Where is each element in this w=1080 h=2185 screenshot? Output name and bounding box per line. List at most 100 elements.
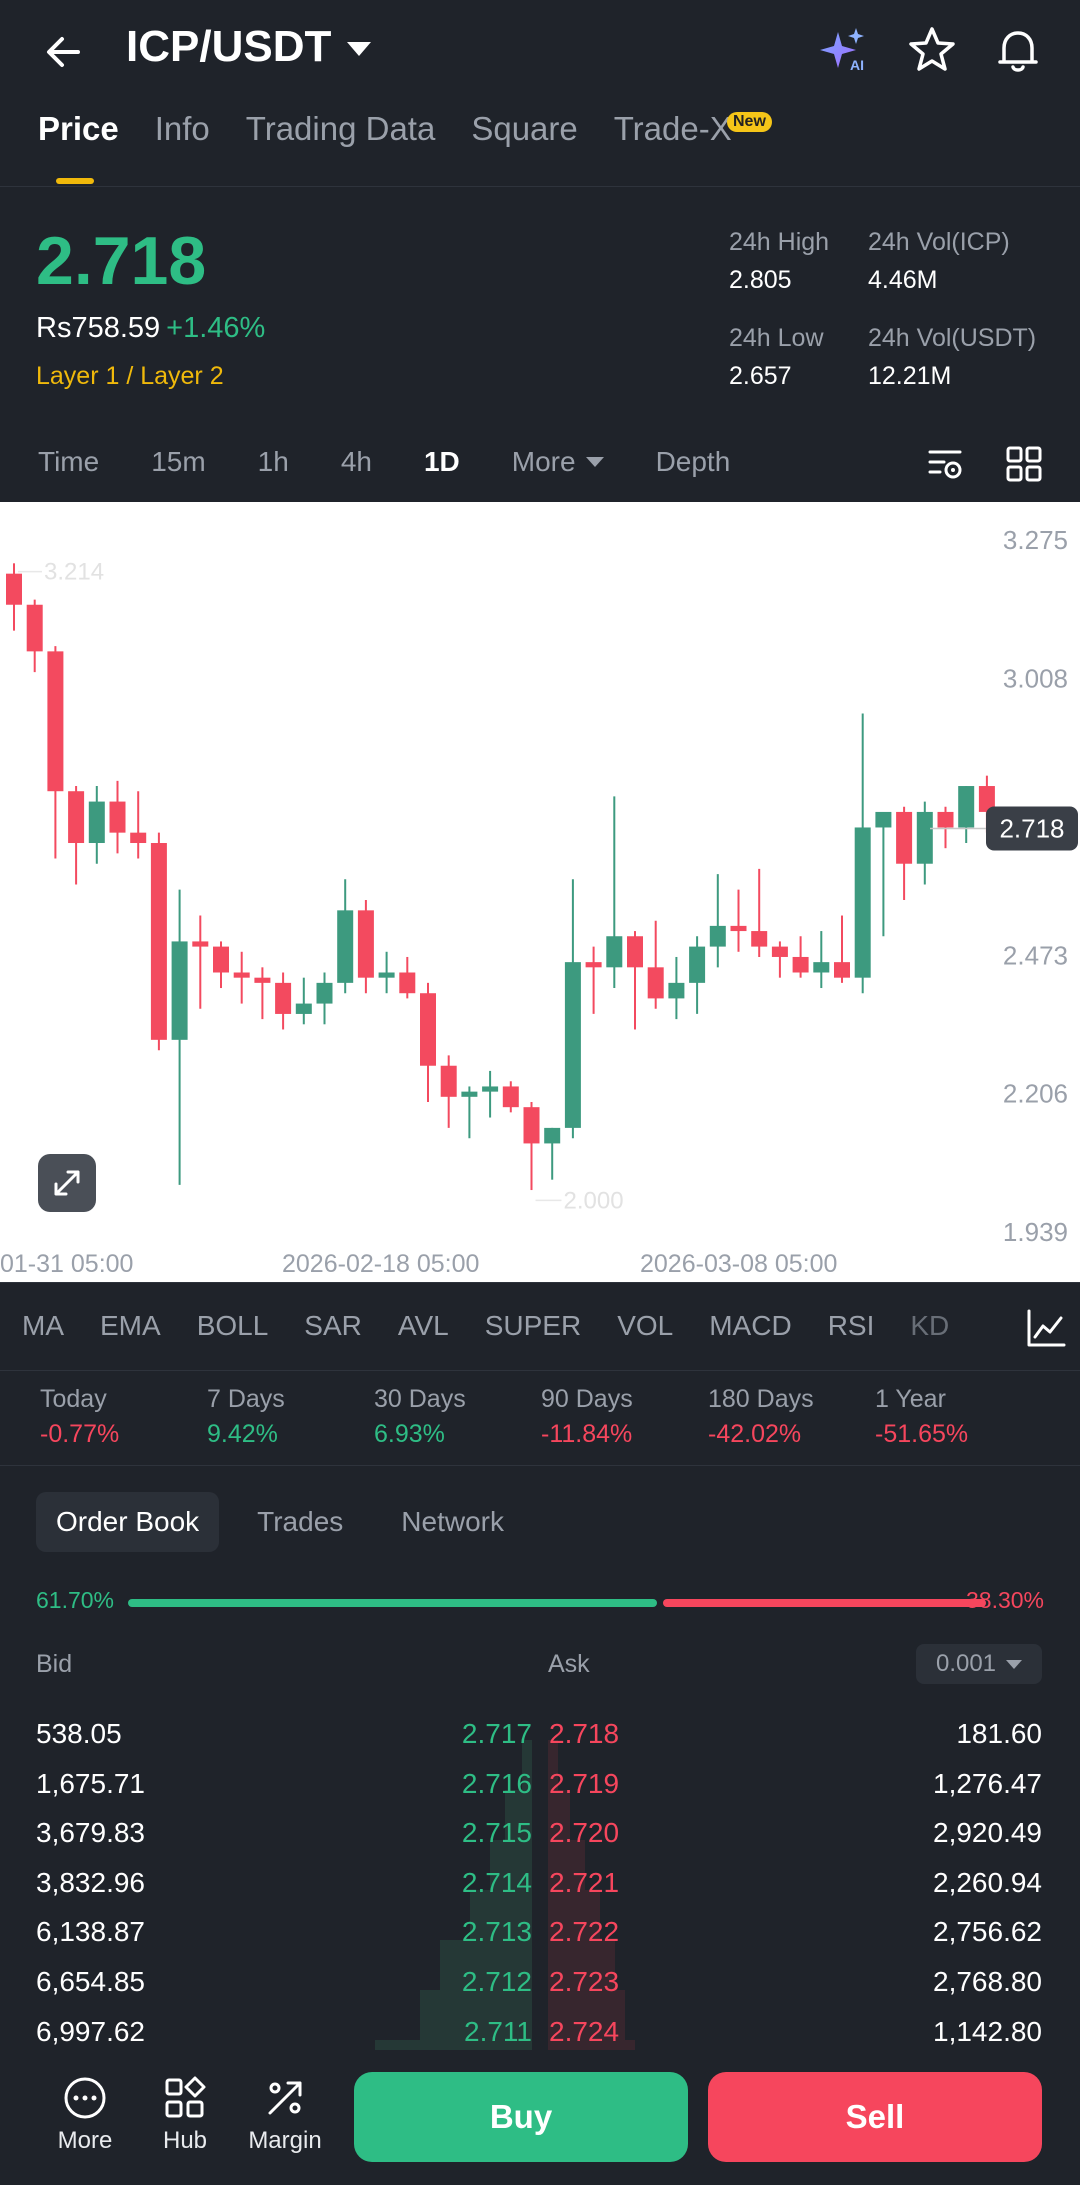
vol-icp-value: 4.46M: [868, 266, 938, 294]
pair-selector[interactable]: ICP/USDT: [126, 22, 372, 72]
ask-quantity: 2,768.80: [933, 1966, 1042, 1997]
interval-time[interactable]: Time: [38, 446, 100, 477]
orderbook-row[interactable]: 3,832.96 2.714 2.721 2,260.94: [0, 1859, 1080, 1909]
last-price-tag: [986, 806, 1078, 851]
chevron-down-icon: [347, 42, 372, 56]
max-price-label: 3.214: [44, 559, 104, 586]
orderbook-row[interactable]: 6,997.62 2.711 2.724 1,142.80: [0, 2008, 1080, 2058]
candle-body: [502, 1086, 519, 1108]
interval-15m[interactable]: 15m: [151, 446, 206, 477]
bid-ask-ratio: 61.70% 38.30%: [36, 1587, 1044, 1617]
candle-body: [192, 941, 209, 947]
orderbook-row[interactable]: 1,675.71 2.716 2.719 1,276.47: [0, 1760, 1080, 1810]
date-tick-label: 2026-03-08 05:00: [640, 1250, 837, 1278]
orderbook-row[interactable]: 6,654.85 2.712 2.723 2,768.80: [0, 1958, 1080, 2008]
orderbook-row[interactable]: 538.05 2.717 2.718 181.60: [0, 1710, 1080, 1760]
tab-trading-data[interactable]: Trading Data: [245, 110, 436, 147]
indicator-sar[interactable]: SAR: [304, 1310, 362, 1341]
ai-sparkle-icon[interactable]: AI: [816, 22, 872, 78]
indicator-avl[interactable]: AVL: [397, 1310, 449, 1341]
interval-more[interactable]: More: [511, 446, 576, 477]
performance-period: 7 Days: [207, 1385, 285, 1413]
chart-settings-icon[interactable]: [926, 444, 966, 484]
sell-button[interactable]: Sell: [708, 2072, 1042, 2162]
candle-body: [461, 1091, 478, 1097]
candle-body: [751, 931, 768, 947]
nav-margin[interactable]: Margin: [240, 2075, 330, 2155]
ask-quantity: 2,260.94: [933, 1866, 1042, 1898]
ask-quantity: 1,276.47: [933, 1767, 1042, 1799]
indicator-ma[interactable]: MA: [22, 1310, 64, 1341]
grid-layout-icon[interactable]: [1004, 444, 1044, 484]
candle-body: [916, 811, 933, 864]
performance-value: -42.02%: [708, 1420, 802, 1448]
nav-margin-label: Margin: [248, 2127, 322, 2154]
nav-more[interactable]: More: [40, 2075, 130, 2155]
tab-network[interactable]: Network: [401, 1506, 504, 1537]
margin-icon: [268, 2081, 302, 2115]
tab-square[interactable]: Square: [471, 110, 578, 147]
indicator-vol[interactable]: VOL: [617, 1310, 674, 1341]
indicator-boll[interactable]: BOLL: [196, 1310, 269, 1341]
indicator-rsi[interactable]: RSI: [827, 1310, 875, 1341]
tab-info[interactable]: Info: [154, 110, 210, 147]
candle-body: [26, 604, 43, 652]
tab-order-book[interactable]: Order Book: [36, 1492, 220, 1552]
ask-header: Ask: [548, 1650, 590, 1678]
bell-icon[interactable]: [990, 22, 1046, 78]
price-tick-label: 2.473: [1003, 940, 1068, 970]
interval-4h[interactable]: 4h: [340, 446, 372, 477]
buy-button[interactable]: Buy: [354, 2072, 688, 2162]
indicator-ema[interactable]: EMA: [100, 1310, 161, 1341]
candle-body: [316, 982, 333, 1004]
orderbook-row[interactable]: 3,679.83 2.715 2.720 2,920.49: [0, 1809, 1080, 1859]
candle-body: [958, 786, 975, 828]
candle-body: [668, 982, 685, 999]
active-tab-indicator: [56, 178, 94, 184]
nav-hub[interactable]: Hub: [140, 2075, 230, 2155]
price-tick-label: 2.206: [1003, 1079, 1068, 1109]
performance-item: 180 Days -42.02%: [708, 1385, 875, 1449]
indicator-kd[interactable]: KD: [910, 1310, 950, 1341]
ask-price: 2.722: [549, 1916, 620, 1948]
performance-period: 30 Days: [374, 1385, 466, 1413]
candle-body: [771, 946, 788, 957]
candle-body: [213, 946, 229, 973]
tab-trades[interactable]: Trades: [257, 1506, 344, 1537]
category-tag[interactable]: Layer 1 / Layer 2: [36, 362, 224, 390]
performance-item: 90 Days -11.84%: [541, 1385, 708, 1449]
performance-value: -0.77%: [40, 1420, 120, 1448]
interval-depth[interactable]: Depth: [655, 446, 731, 477]
interval-1h[interactable]: 1h: [257, 446, 289, 477]
bid-header: Bid: [36, 1650, 73, 1678]
candle-body: [792, 956, 809, 973]
indicator-settings-button[interactable]: [1010, 1296, 1080, 1366]
candle-body: [378, 972, 395, 978]
tab-price[interactable]: Price: [38, 110, 119, 147]
performance-item: 1 Year -51.65%: [875, 1385, 1042, 1449]
price-tick-label: 3.008: [1003, 663, 1068, 693]
candle-body: [689, 946, 706, 983]
low-value: 2.657: [729, 362, 792, 390]
precision-selector[interactable]: 0.001: [916, 1644, 1042, 1684]
price-tick-label: 1.939: [1003, 1217, 1068, 1247]
ask-price: 2.721: [549, 1866, 620, 1898]
expand-button[interactable]: [38, 1154, 96, 1212]
indicator-super[interactable]: SUPER: [484, 1310, 582, 1341]
interval-1d[interactable]: 1D: [423, 446, 460, 477]
candle-body: [254, 977, 271, 983]
star-icon[interactable]: [904, 22, 960, 78]
back-arrow-icon[interactable]: [36, 24, 92, 80]
chevron-down-icon: [585, 457, 604, 467]
tab-trade-x[interactable]: Trade-X: [613, 110, 732, 147]
candle-body: [150, 843, 167, 1040]
top-bar: ICP/USDT AI: [0, 0, 1080, 100]
indicator-macd[interactable]: MACD: [709, 1310, 792, 1341]
line-chart-icon: [1027, 1309, 1066, 1347]
performance-value: -11.84%: [541, 1420, 633, 1448]
orderbook-row[interactable]: 6,138.87 2.713 2.722 2,756.62: [0, 1908, 1080, 1958]
candle-body: [564, 962, 581, 1128]
performance-strip: Today -0.77% 7 Days 9.42% 30 Days 6.93% 90 Day…: [40, 1385, 1042, 1449]
